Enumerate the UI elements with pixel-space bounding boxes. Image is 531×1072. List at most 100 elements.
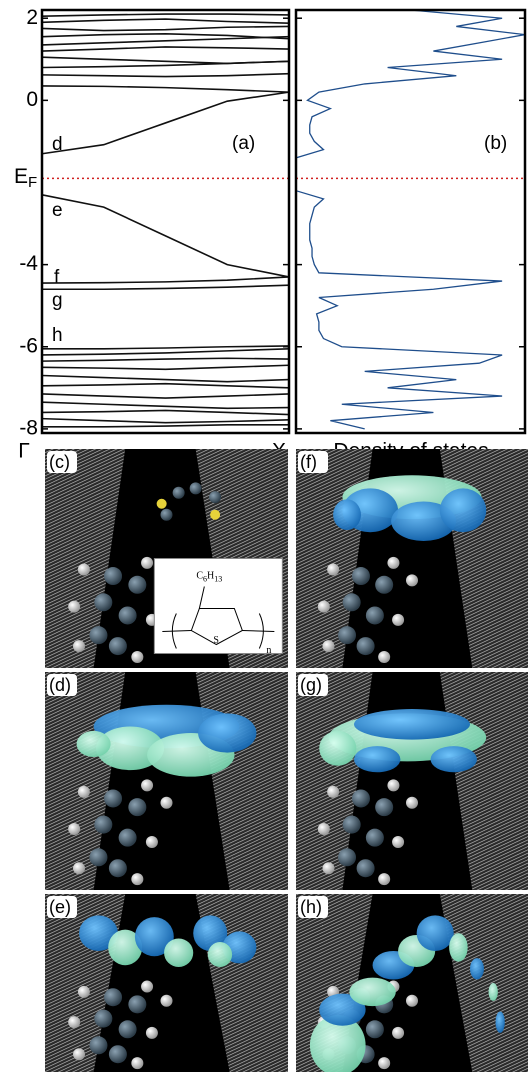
orbital-lobe <box>96 726 165 771</box>
atom <box>160 796 173 809</box>
atom <box>317 600 330 613</box>
orbital-lobe <box>193 915 228 951</box>
atom <box>365 606 384 625</box>
orbital-lobe <box>207 942 233 967</box>
atom <box>89 626 108 645</box>
atom <box>365 1020 384 1039</box>
dos-line <box>295 9 526 430</box>
orbital-lobe <box>449 933 468 962</box>
atom <box>392 613 405 626</box>
plot-frame <box>294 8 527 435</box>
orbital-lobe <box>319 730 357 766</box>
atom <box>378 651 391 664</box>
atom <box>209 491 222 504</box>
band-line <box>41 401 290 410</box>
panel-label: (h) <box>300 897 322 917</box>
thiophene-ring <box>190 608 243 646</box>
atom <box>68 600 81 613</box>
band-line <box>41 409 290 416</box>
repeat-label: n <box>266 645 271 656</box>
atom <box>89 1036 108 1055</box>
band-line <box>41 13 290 17</box>
orbital-lobe <box>309 1015 366 1072</box>
atom <box>338 848 357 867</box>
orbital-lobe <box>349 977 396 1007</box>
band-line <box>41 85 290 93</box>
atom <box>141 779 154 792</box>
orbital-lobe <box>333 499 361 531</box>
y-tick-label: -4 <box>19 252 38 275</box>
orbital-lobe <box>416 915 454 951</box>
atom <box>375 575 394 594</box>
atom <box>160 994 173 1007</box>
inset-box <box>153 558 283 654</box>
atom <box>128 798 147 817</box>
atom <box>118 606 137 625</box>
render-panel: (g) <box>296 672 528 890</box>
substituent-part: 6 <box>203 574 207 583</box>
band-annotation: h <box>52 325 63 346</box>
band-line <box>42 345 290 350</box>
fermi-label-sub: F <box>28 174 37 191</box>
panel-label: (a) <box>232 133 255 154</box>
atom <box>108 637 127 656</box>
render-panel: (h) <box>296 894 528 1072</box>
atom <box>392 1026 405 1039</box>
atom <box>145 1026 158 1039</box>
atom <box>351 789 370 808</box>
atom <box>145 836 158 849</box>
band-line <box>41 46 290 52</box>
band-line <box>41 393 290 399</box>
band-line <box>41 56 290 65</box>
atom <box>104 789 123 808</box>
nanotube-wall <box>296 894 373 1072</box>
atom <box>189 482 202 495</box>
panel-label-box <box>298 674 328 696</box>
atom <box>338 626 357 645</box>
atom <box>118 828 137 847</box>
atom <box>406 574 418 587</box>
band-line <box>41 33 290 40</box>
panel-label-box <box>298 896 328 918</box>
substituent-label: C6H13 <box>196 571 222 584</box>
atom <box>131 873 144 886</box>
panel-label: (b) <box>484 133 507 154</box>
band-line <box>41 417 290 424</box>
orbital-lobe <box>439 488 487 533</box>
orbital-lobe <box>319 993 366 1026</box>
panel-label-box <box>47 451 77 473</box>
orbital-lobe <box>79 915 118 951</box>
atom <box>108 1045 127 1064</box>
atom <box>322 862 335 875</box>
atom <box>375 798 394 817</box>
y-tick-label: -8 <box>19 416 38 439</box>
atom <box>365 828 384 847</box>
atom <box>131 651 144 664</box>
nanotube-wall <box>45 449 126 668</box>
atom <box>128 995 147 1014</box>
band-annotation: d <box>52 134 63 155</box>
atom <box>356 859 375 878</box>
x-tick-label: Γ <box>18 440 30 463</box>
atom <box>160 508 173 521</box>
orbital-lobe <box>470 958 484 980</box>
atom <box>73 640 86 653</box>
atom-label: S <box>213 635 219 646</box>
fermi-label: EF <box>14 165 37 191</box>
orbital-lobe <box>495 1011 505 1033</box>
band-line <box>41 72 290 78</box>
band-line <box>41 382 290 389</box>
band-line <box>42 423 289 428</box>
orbital-lobe <box>354 709 470 740</box>
sulfur-atom <box>156 498 167 509</box>
atom <box>387 779 400 792</box>
orbital-lobe <box>198 713 257 753</box>
panel-label-box <box>298 451 328 473</box>
substituent-part: H <box>207 571 214 582</box>
y-tick-label: 0 <box>26 88 38 111</box>
atom <box>89 848 108 867</box>
render-panel: (f) <box>296 449 528 668</box>
atom <box>387 556 400 569</box>
atom <box>94 593 113 612</box>
panel-label-box <box>47 674 77 696</box>
